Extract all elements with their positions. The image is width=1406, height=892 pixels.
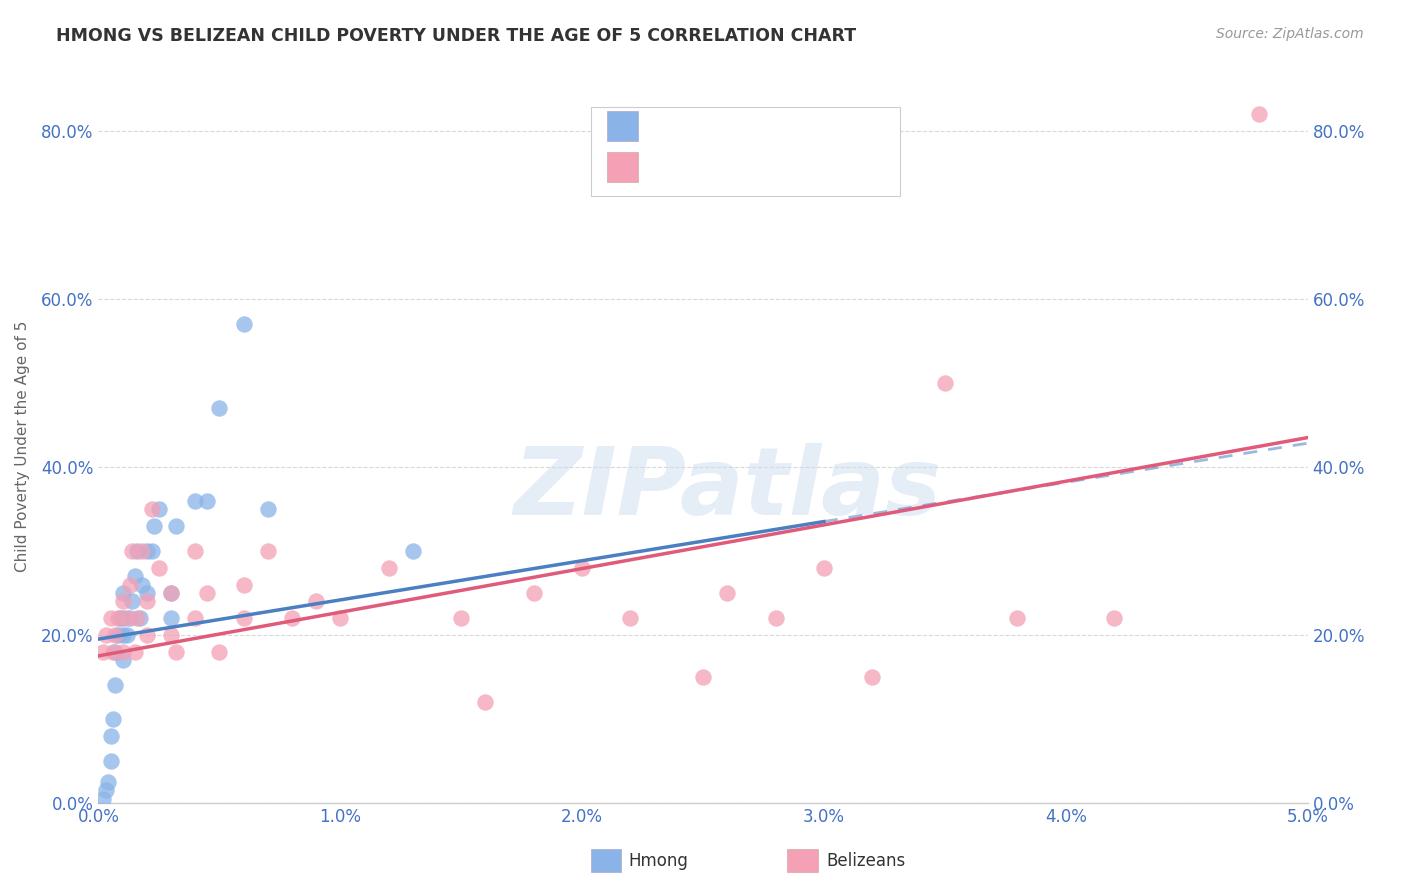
Point — [118, 611, 141, 625]
Point — [131, 577, 153, 591]
Point — [135, 586, 157, 600]
Point — [104, 628, 127, 642]
Point — [124, 569, 146, 583]
Point — [143, 518, 166, 533]
Point — [208, 645, 231, 659]
Point — [94, 628, 117, 642]
Point — [160, 611, 183, 625]
Point — [377, 560, 399, 574]
Point — [232, 577, 254, 591]
Text: R = 0.431   N = 46: R = 0.431 N = 46 — [652, 157, 823, 175]
Point — [135, 594, 157, 608]
Point — [127, 611, 149, 625]
Point — [111, 653, 134, 667]
Point — [141, 544, 163, 558]
Point — [100, 729, 122, 743]
Point — [1007, 611, 1029, 625]
Point — [160, 586, 183, 600]
Point — [124, 645, 146, 659]
Point — [127, 544, 149, 558]
Point — [813, 560, 835, 574]
Point — [104, 678, 127, 692]
Point — [165, 645, 187, 659]
Point — [117, 628, 139, 642]
Point — [165, 518, 187, 533]
Point — [184, 611, 207, 625]
Text: Belizeans: Belizeans — [827, 852, 905, 870]
Point — [474, 695, 496, 709]
Text: ZIPatlas: ZIPatlas — [513, 442, 941, 535]
Point — [232, 318, 254, 332]
Point — [91, 791, 114, 805]
Point — [571, 560, 593, 574]
Point — [131, 544, 153, 558]
Point — [184, 544, 207, 558]
Point — [100, 611, 122, 625]
Point — [111, 645, 134, 659]
Point — [523, 586, 546, 600]
Point — [1102, 611, 1125, 625]
Point — [1249, 107, 1271, 121]
Text: Source: ZipAtlas.com: Source: ZipAtlas.com — [1216, 27, 1364, 41]
Text: HMONG VS BELIZEAN CHILD POVERTY UNDER THE AGE OF 5 CORRELATION CHART: HMONG VS BELIZEAN CHILD POVERTY UNDER TH… — [56, 27, 856, 45]
Point — [101, 645, 124, 659]
Point — [619, 611, 641, 625]
Point — [305, 594, 328, 608]
Point — [160, 628, 183, 642]
Point — [692, 670, 714, 684]
Text: R = 0.243   N = 35: R = 0.243 N = 35 — [652, 116, 823, 134]
Point — [256, 502, 278, 516]
Point — [329, 611, 352, 625]
Point — [184, 493, 207, 508]
Point — [135, 628, 157, 642]
Point — [450, 611, 472, 625]
Point — [195, 493, 218, 508]
Point — [256, 544, 278, 558]
Point — [232, 611, 254, 625]
Point — [128, 611, 150, 625]
Point — [104, 645, 127, 659]
Point — [94, 783, 117, 797]
Y-axis label: Child Poverty Under the Age of 5: Child Poverty Under the Age of 5 — [15, 320, 30, 572]
Point — [117, 611, 139, 625]
Point — [135, 544, 157, 558]
Point — [860, 670, 883, 684]
Point — [101, 712, 124, 726]
Point — [111, 611, 134, 625]
Point — [402, 544, 425, 558]
Point — [160, 586, 183, 600]
Point — [121, 594, 143, 608]
Point — [141, 502, 163, 516]
Point — [281, 611, 304, 625]
Text: Hmong: Hmong — [628, 852, 689, 870]
Point — [716, 586, 738, 600]
Point — [111, 594, 134, 608]
Point — [108, 611, 131, 625]
Point — [91, 645, 114, 659]
Point — [111, 628, 134, 642]
Point — [100, 754, 122, 768]
Point — [148, 560, 170, 574]
Point — [765, 611, 787, 625]
Point — [934, 376, 956, 390]
Point — [107, 611, 129, 625]
Point — [121, 544, 143, 558]
Point — [195, 586, 218, 600]
Point — [208, 401, 231, 416]
Point — [118, 577, 141, 591]
Point — [111, 586, 134, 600]
Point — [97, 774, 120, 789]
Point — [148, 502, 170, 516]
Point — [107, 628, 129, 642]
